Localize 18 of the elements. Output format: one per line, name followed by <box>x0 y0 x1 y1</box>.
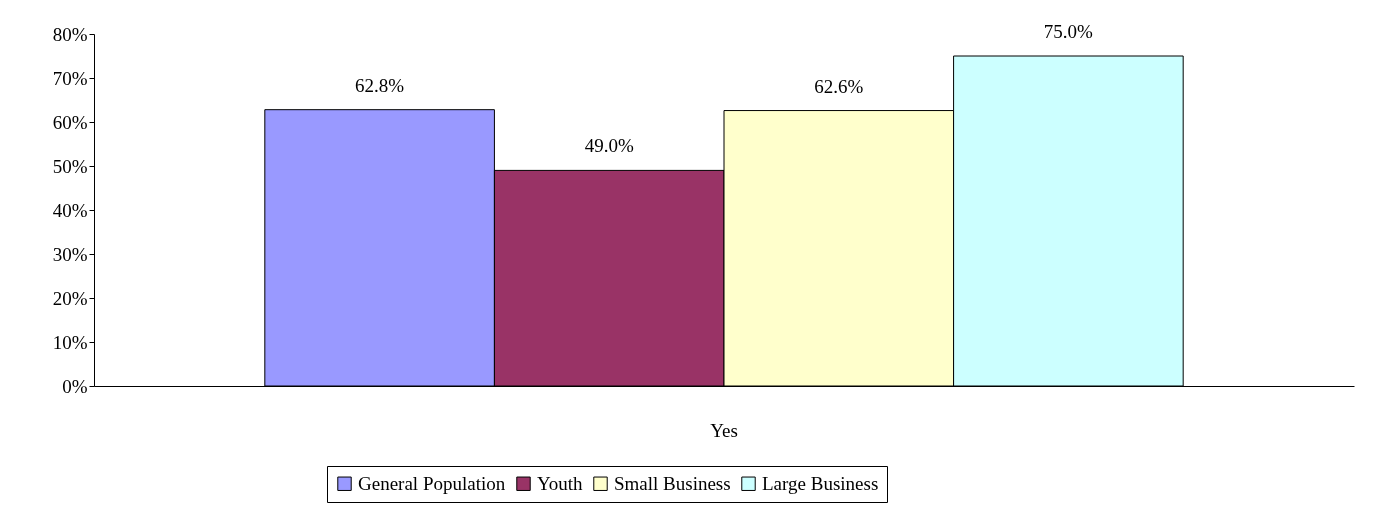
data-label: 75.0% <box>1043 21 1094 42</box>
data-label: 62.8% <box>355 74 405 96</box>
x-tick-label: Yes <box>710 419 738 441</box>
y-tick-label: 70% <box>52 67 88 89</box>
y-tick-label: 80% <box>52 23 88 45</box>
y-tick-label: 30% <box>52 243 88 265</box>
y-tick-label: 20% <box>52 287 88 309</box>
legend-label: General Population <box>358 472 506 494</box>
y-tick-label: 50% <box>52 155 88 177</box>
y-tick-label: 60% <box>52 111 88 133</box>
y-tick-label: 10% <box>52 331 88 353</box>
legend-label: Large Business <box>762 472 879 494</box>
legend-label: Youth <box>537 472 584 494</box>
y-tick-label: 0% <box>62 375 88 397</box>
y-tick-label: 40% <box>52 199 88 221</box>
data-label: 49.0% <box>584 135 634 157</box>
data-label: 62.6% <box>814 75 864 97</box>
legend-label: Small Business <box>614 472 731 494</box>
